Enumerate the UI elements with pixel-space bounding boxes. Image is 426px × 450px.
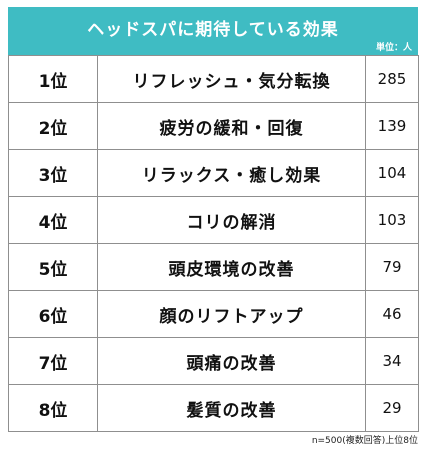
table-row: 6位 顔のリフトアップ 46: [8, 290, 419, 338]
table-row: 1位 リフレッシュ・気分転換 285: [8, 55, 419, 103]
value-cell: 79: [365, 243, 419, 291]
value-cell: 46: [365, 290, 419, 338]
table-row: 7位 頭痛の改善 34: [8, 337, 419, 385]
item-cell: 頭痛の改善: [97, 337, 366, 385]
rank-cell: 7位: [8, 337, 98, 385]
item-cell: 頭皮環境の改善: [97, 243, 366, 291]
rank-cell: 4位: [8, 196, 98, 244]
rank-cell: 3位: [8, 149, 98, 197]
item-cell: リフレッシュ・気分転換: [97, 55, 366, 103]
value-cell: 103: [365, 196, 419, 244]
footnote: n=500(複数回答)上位8位: [311, 436, 418, 446]
item-cell: 髪質の改善: [97, 384, 366, 432]
value-cell: 104: [365, 149, 419, 197]
table-row: 5位 頭皮環境の改善 79: [8, 243, 419, 291]
header-bar: ヘッドスパに期待している効果 単位：人: [8, 7, 418, 55]
rank-cell: 5位: [8, 243, 98, 291]
rank-cell: 2位: [8, 102, 98, 150]
ranking-table: 1位 リフレッシュ・気分転換 285 2位 疲労の緩和・回復 139 3位 リラックス・癒し効…: [8, 55, 419, 432]
table-row: 3位 リラックス・癒し効果 104: [8, 149, 419, 197]
table-row: 4位 コリの解消 103: [8, 196, 419, 244]
value-cell: 34: [365, 337, 419, 385]
value-cell: 29: [365, 384, 419, 432]
rank-cell: 1位: [8, 55, 98, 103]
table-row: 2位 疲労の緩和・回復 139: [8, 102, 419, 150]
chart-title: ヘッドスパに期待している効果: [87, 20, 339, 40]
rank-cell: 8位: [8, 384, 98, 432]
value-cell: 285: [365, 55, 419, 103]
unit-label: 単位：人: [375, 43, 412, 53]
value-cell: 139: [365, 102, 419, 150]
item-cell: コリの解消: [97, 196, 366, 244]
table-row: 8位 髪質の改善 29: [8, 384, 419, 432]
item-cell: 疲労の緩和・回復: [97, 102, 366, 150]
item-cell: 顔のリフトアップ: [97, 290, 366, 338]
item-cell: リラックス・癒し効果: [97, 149, 366, 197]
rank-cell: 6位: [8, 290, 98, 338]
